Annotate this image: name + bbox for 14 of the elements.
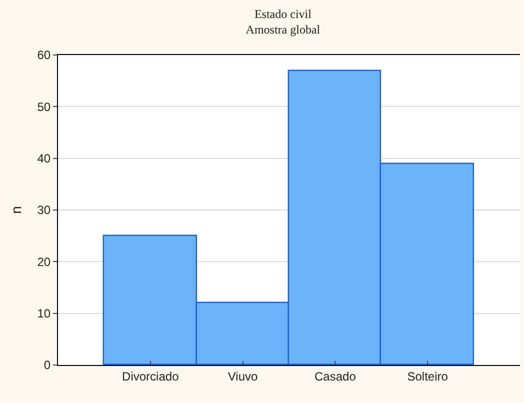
y-axis-title: n [8, 206, 24, 214]
x-tick-label: Casado [314, 369, 356, 384]
y-tick-label: 40 [37, 152, 51, 166]
chart-title: Estado civil [254, 7, 312, 22]
x-tick-label: Divorciado [122, 369, 180, 384]
x-tick-label: Solteiro [407, 369, 448, 384]
y-tick-label: 0 [44, 358, 51, 372]
y-tick-label: 20 [37, 254, 51, 269]
chart-subtitle: Amostra global [246, 22, 321, 37]
y-tick-label: 60 [37, 48, 51, 62]
y-tick-label: 10 [37, 306, 51, 321]
x-tick-label: Viuvo [228, 369, 258, 384]
y-tick-label: 30 [37, 203, 51, 218]
y-tick-label: 50 [37, 100, 51, 114]
